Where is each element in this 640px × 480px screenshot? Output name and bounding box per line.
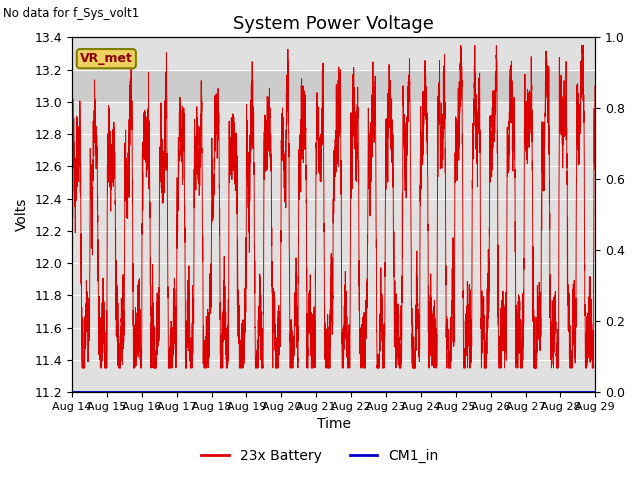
Text: No data for f_Sys_volt1: No data for f_Sys_volt1 <box>3 7 140 20</box>
Title: System Power Voltage: System Power Voltage <box>233 15 434 33</box>
Bar <box>72 70 595 102</box>
Legend: 23x Battery, CM1_in: 23x Battery, CM1_in <box>196 443 444 468</box>
Text: VR_met: VR_met <box>80 52 132 65</box>
X-axis label: Time: Time <box>317 418 351 432</box>
Y-axis label: Volts: Volts <box>15 198 29 231</box>
